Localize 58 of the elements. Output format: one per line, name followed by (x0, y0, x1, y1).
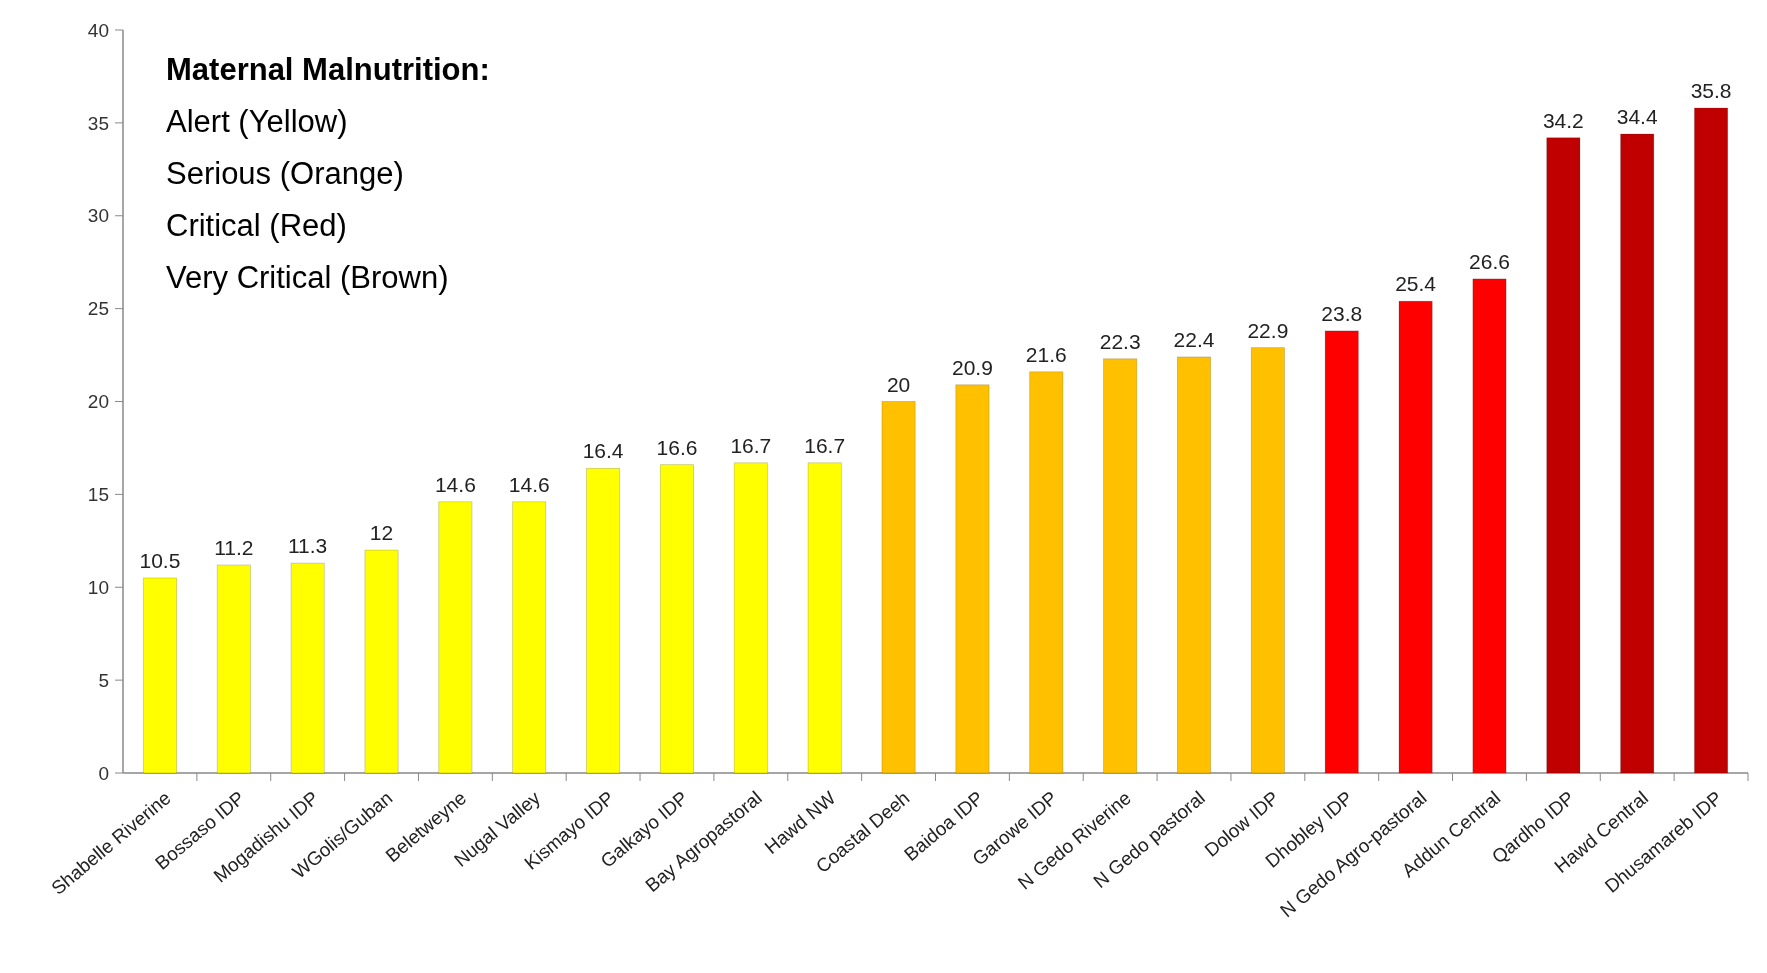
bar (1029, 371, 1064, 774)
data-label: 12 (369, 521, 394, 545)
bar (1620, 133, 1655, 774)
bar (807, 462, 842, 774)
bar (512, 501, 547, 774)
bar (1250, 347, 1285, 774)
bar (216, 564, 251, 774)
y-tick-label: 20 (87, 391, 109, 413)
data-label: 20.9 (951, 355, 993, 379)
bar (881, 401, 916, 774)
data-label: 20 (886, 372, 911, 396)
data-label: 16.6 (656, 435, 698, 459)
y-tick-label: 10 (87, 576, 109, 598)
data-label: 11.3 (288, 534, 328, 558)
bar (659, 464, 694, 774)
data-label: 35.8 (1690, 79, 1732, 103)
annotation: Very Critical (Brown) (166, 260, 449, 295)
annotation: Alert (Yellow) (166, 104, 348, 139)
data-label: 23.8 (1321, 301, 1363, 325)
y-tick-label: 0 (98, 762, 109, 784)
y-tick-label: 5 (98, 669, 109, 691)
data-label: 34.2 (1542, 108, 1584, 132)
bar (955, 384, 990, 774)
data-label: 10.5 (139, 548, 181, 572)
y-tick-label: 35 (87, 112, 109, 134)
bar (1103, 358, 1138, 774)
data-label: 16.7 (804, 433, 846, 457)
data-label: 22.4 (1173, 327, 1215, 351)
bar (1398, 300, 1433, 774)
bar (1177, 356, 1212, 774)
data-label: 21.6 (1025, 342, 1067, 366)
bar (290, 562, 325, 774)
data-label: 26.6 (1469, 249, 1510, 273)
data-label: 25.4 (1395, 272, 1437, 296)
bar (142, 577, 177, 774)
data-label: 14.6 (434, 472, 476, 496)
data-label: 22.3 (1099, 329, 1141, 353)
annotation: Serious (Orange) (166, 156, 404, 191)
data-label: 34.4 (1616, 105, 1658, 129)
data-label: 11.2 (214, 535, 254, 559)
data-label: 16.4 (582, 439, 624, 463)
bar (586, 467, 621, 774)
bar (1472, 278, 1507, 774)
data-label: 16.7 (730, 433, 772, 457)
y-tick-label: 40 (87, 19, 109, 41)
bar (1694, 107, 1729, 774)
annotation: Critical (Red) (166, 208, 347, 243)
bar (733, 462, 768, 774)
data-label: 22.9 (1247, 318, 1289, 342)
y-tick-label: 15 (87, 484, 109, 506)
bar (1546, 137, 1581, 774)
y-tick-label: 30 (87, 205, 109, 227)
bar (1324, 330, 1359, 774)
bar (438, 501, 473, 774)
text: Maternal Malnutrition: (166, 52, 490, 87)
data-label: 14.6 (508, 472, 550, 496)
y-tick-label: 25 (87, 298, 109, 320)
bar (364, 549, 399, 774)
